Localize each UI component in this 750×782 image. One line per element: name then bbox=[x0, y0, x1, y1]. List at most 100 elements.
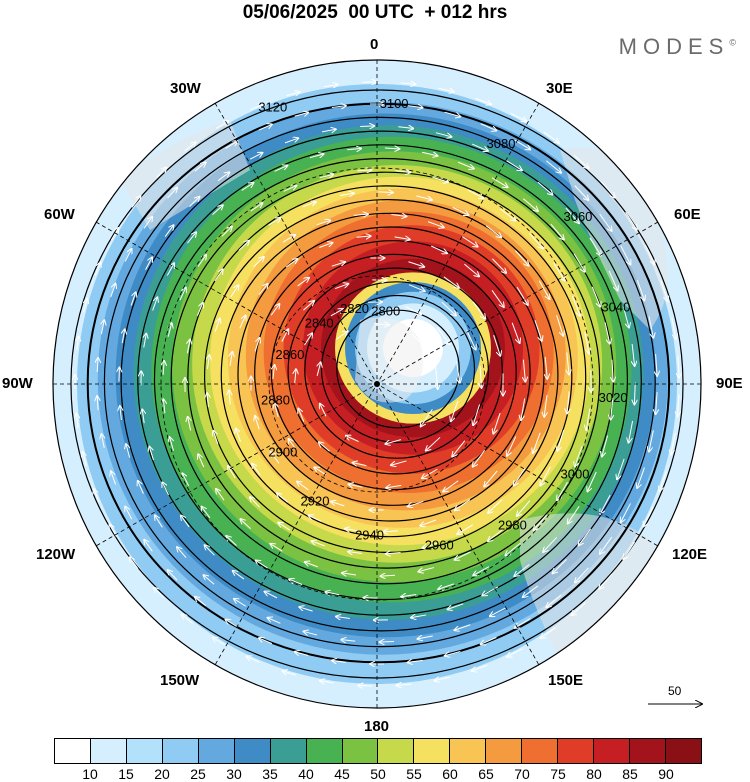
wind-vector bbox=[216, 489, 225, 501]
wind-vector bbox=[397, 684, 412, 685]
height-contour bbox=[254, 240, 531, 506]
wind-vector bbox=[378, 192, 392, 193]
wind-vector bbox=[360, 126, 374, 127]
wind-vector bbox=[473, 449, 486, 467]
wind-vector bbox=[506, 160, 521, 171]
wind-vector bbox=[177, 547, 187, 559]
colorbar-tick-label: 55 bbox=[406, 766, 422, 782]
wind-vector bbox=[256, 560, 268, 569]
wind-vector bbox=[471, 143, 488, 151]
wind-vector bbox=[384, 148, 399, 149]
lon-label-150w: 150W bbox=[160, 672, 200, 689]
wind-vector bbox=[336, 331, 347, 340]
wind-vector bbox=[125, 507, 133, 520]
wind-vector bbox=[182, 614, 193, 624]
colorbar-tick-label: 50 bbox=[370, 766, 386, 782]
wind-vector bbox=[144, 334, 147, 348]
wind-vector bbox=[543, 537, 557, 552]
wind-vector bbox=[163, 399, 164, 414]
lon-label-120w: 120W bbox=[36, 546, 76, 563]
wind-vector bbox=[277, 493, 288, 503]
wind-vector bbox=[567, 391, 569, 413]
colorbar-swatch bbox=[342, 739, 379, 763]
contour-label: 3040 bbox=[601, 299, 630, 314]
wind-vector bbox=[648, 316, 653, 337]
wind-vector bbox=[600, 494, 611, 514]
wind-vector bbox=[320, 681, 334, 683]
wind-vector bbox=[77, 336, 79, 351]
wind-vector bbox=[250, 497, 260, 508]
wind-vector bbox=[472, 664, 488, 671]
wind-vector bbox=[543, 131, 559, 143]
wind-vector bbox=[84, 299, 88, 313]
wind-vector bbox=[189, 197, 200, 207]
contour-label: 3020 bbox=[599, 390, 628, 405]
wind-vector bbox=[510, 112, 527, 121]
wind-vector bbox=[274, 166, 288, 172]
lon-label-90e: 90E bbox=[716, 375, 743, 392]
wind-vector bbox=[443, 480, 459, 492]
colorbar-ticks: 10 15 20 25 30 35 40 45 50 55 60 65 70 75 80 85 90 bbox=[54, 766, 702, 782]
wind-vector bbox=[574, 185, 589, 201]
contour-label: 3080 bbox=[487, 136, 516, 151]
wind-vector bbox=[233, 571, 245, 580]
wind-vector bbox=[316, 220, 330, 226]
wind-vector bbox=[411, 615, 427, 618]
wind-vector bbox=[254, 338, 259, 352]
lon-label-120e: 120E bbox=[672, 546, 708, 563]
wind-vector bbox=[358, 686, 373, 687]
wind-vector bbox=[273, 365, 275, 379]
wind-vector bbox=[282, 235, 295, 243]
wind-vector bbox=[383, 531, 398, 532]
lon-label-60w: 60W bbox=[44, 206, 75, 223]
wind-vector bbox=[145, 257, 153, 271]
wind-vector bbox=[298, 409, 305, 422]
wind-vector bbox=[124, 249, 131, 262]
brand-mark: © bbox=[729, 37, 736, 48]
wind-vector bbox=[214, 319, 220, 332]
lon-label-30w: 30W bbox=[170, 80, 201, 97]
wind-vector bbox=[213, 431, 219, 445]
wind-vector bbox=[587, 471, 597, 491]
wind-vector bbox=[168, 323, 172, 337]
wind-vector bbox=[149, 447, 154, 461]
wind-vector bbox=[649, 430, 654, 451]
wind-vector bbox=[152, 297, 158, 311]
wind-vector bbox=[97, 358, 98, 372]
wind-vector bbox=[198, 454, 205, 468]
wind-vector bbox=[319, 243, 332, 248]
wind-vector bbox=[323, 84, 338, 86]
wind-vector bbox=[380, 642, 394, 643]
wind-vector bbox=[660, 280, 668, 301]
wind-vector bbox=[481, 636, 497, 644]
wind-vector bbox=[76, 414, 78, 428]
wind-vector bbox=[451, 400, 459, 421]
wind-vector bbox=[353, 214, 368, 215]
wind-vector bbox=[480, 123, 497, 131]
wind-vector bbox=[195, 597, 207, 607]
wind-vector bbox=[540, 466, 551, 485]
wind-vector bbox=[299, 607, 313, 612]
height-contours bbox=[70, 89, 684, 679]
height-contour bbox=[320, 294, 476, 444]
wind-vector bbox=[573, 253, 585, 272]
wind-vector bbox=[238, 241, 249, 251]
wind-vector bbox=[331, 502, 345, 507]
wind-vector bbox=[213, 638, 225, 646]
wind-vector bbox=[239, 316, 246, 329]
colorbar-swatch bbox=[378, 739, 415, 763]
wind-vector bbox=[230, 352, 232, 366]
wind-vector bbox=[591, 286, 600, 307]
wind-vector bbox=[317, 362, 320, 377]
wind-vector bbox=[119, 368, 120, 382]
wind-vector bbox=[584, 331, 589, 353]
wind-vector bbox=[473, 566, 490, 576]
wind-vector bbox=[466, 330, 476, 349]
wind-vector bbox=[493, 335, 501, 356]
lon-label-180: 180 bbox=[364, 718, 390, 735]
wind-vector bbox=[187, 232, 196, 244]
wind-vector bbox=[339, 193, 354, 195]
wind-vector bbox=[472, 301, 485, 319]
pole-marker bbox=[374, 381, 380, 387]
wind-vector bbox=[398, 127, 413, 129]
